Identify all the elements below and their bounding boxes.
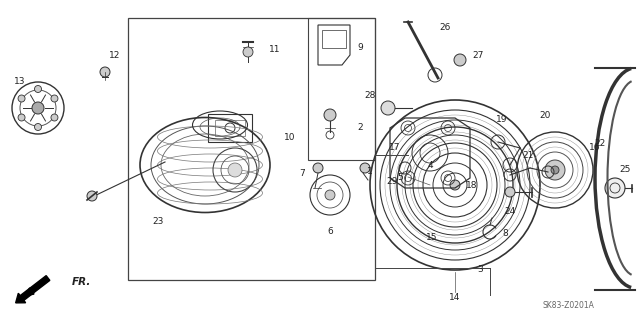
Circle shape [313,163,323,173]
Text: 18: 18 [467,181,477,189]
Circle shape [545,160,565,180]
Text: 20: 20 [540,110,550,120]
FancyArrow shape [15,276,50,303]
Text: 4: 4 [427,160,433,169]
Text: 24: 24 [504,207,516,217]
Circle shape [325,190,335,200]
Text: 28: 28 [364,91,376,100]
Text: 3: 3 [477,265,483,275]
Circle shape [381,101,395,115]
Text: 11: 11 [269,46,281,55]
Circle shape [51,95,58,102]
Bar [322,30,346,48]
Text: 27: 27 [472,50,484,60]
Bar [308,18,375,160]
Circle shape [87,191,97,201]
Text: 22: 22 [595,138,605,147]
Circle shape [360,163,370,173]
Circle shape [243,47,253,57]
Circle shape [324,109,336,121]
Text: 7: 7 [299,168,305,177]
Circle shape [35,123,42,130]
Circle shape [551,166,559,174]
Circle shape [454,54,466,66]
Text: 16: 16 [589,144,601,152]
Text: 21: 21 [522,151,534,160]
Text: 6: 6 [327,227,333,236]
Circle shape [32,102,44,114]
Circle shape [605,178,625,198]
Circle shape [51,114,58,121]
Bar [208,114,252,142]
Circle shape [18,114,25,121]
Text: 10: 10 [284,133,296,143]
Text: 5: 5 [397,173,403,182]
Text: SK83-Z0201A: SK83-Z0201A [542,300,594,309]
Text: 26: 26 [439,24,451,33]
Text: 29: 29 [387,177,397,187]
Text: 25: 25 [620,166,630,174]
Bar [128,18,375,280]
Text: 9: 9 [357,43,363,53]
Circle shape [35,85,42,93]
Text: 1: 1 [367,167,373,176]
Circle shape [18,95,25,102]
Text: FR.: FR. [72,277,92,287]
Text: 8: 8 [502,228,508,238]
Bar [215,120,245,136]
Circle shape [228,163,242,177]
Text: 19: 19 [496,115,508,124]
Text: 23: 23 [152,218,164,226]
Text: 14: 14 [449,293,461,302]
Circle shape [450,180,460,190]
Circle shape [505,187,515,197]
Text: 13: 13 [14,78,26,86]
Text: 17: 17 [389,144,401,152]
Text: 2: 2 [357,123,363,132]
Text: 15: 15 [426,234,438,242]
Circle shape [100,67,110,77]
Text: 12: 12 [109,50,121,60]
